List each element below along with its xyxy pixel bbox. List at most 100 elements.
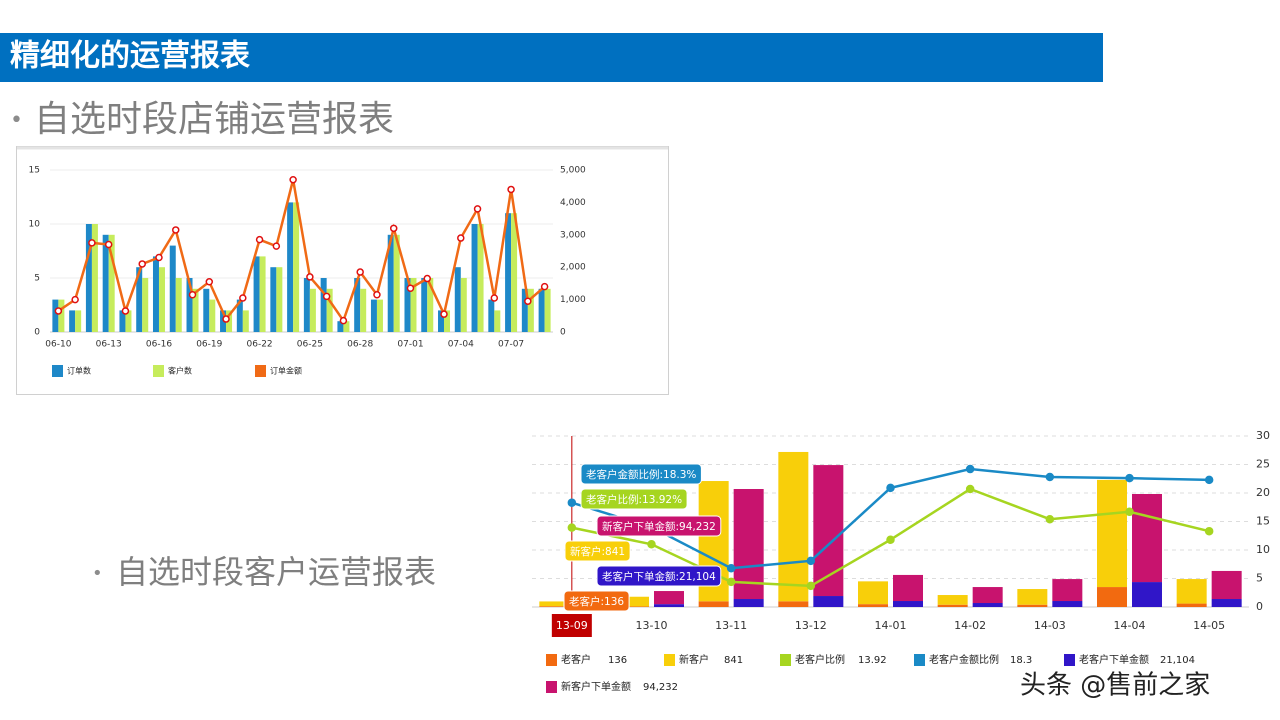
point	[1125, 507, 1134, 517]
point	[965, 484, 975, 494]
bar	[778, 451, 809, 602]
point	[806, 556, 816, 566]
point	[406, 284, 415, 293]
legend-value: 136	[608, 655, 627, 666]
bar	[1097, 479, 1127, 588]
point	[507, 185, 515, 194]
legend-label: 客户数	[168, 366, 192, 376]
tooltip-text: 新客户下单金额:94,232	[602, 520, 716, 533]
bar	[893, 601, 923, 607]
bar	[1052, 579, 1083, 602]
y-tick-label: 20	[1256, 486, 1270, 499]
bar	[1132, 493, 1162, 583]
x-tick-label: 13-11	[715, 619, 747, 632]
y-tick-label: 3,000	[560, 230, 586, 240]
bullet-dot: •	[92, 563, 103, 584]
bar	[1211, 599, 1242, 607]
line	[57, 179, 546, 324]
chart-frame	[16, 146, 669, 395]
tooltip-text: 老客户金额比例:18.3%	[586, 468, 696, 481]
bar	[326, 288, 333, 332]
bar	[460, 278, 467, 332]
bar	[203, 288, 210, 332]
bar	[972, 603, 1003, 607]
bar	[733, 599, 764, 607]
tooltip-box	[596, 565, 722, 587]
bar	[276, 267, 283, 332]
bar	[108, 234, 115, 332]
x-tick-label: 06-13	[96, 340, 122, 350]
point	[255, 235, 264, 244]
point	[104, 240, 113, 249]
y-tick-label: 1,000	[560, 295, 586, 305]
tooltip-box	[580, 463, 702, 485]
legend-label: 订单金额	[270, 366, 302, 376]
bar	[169, 245, 176, 332]
legend-swatch	[546, 681, 557, 693]
bar	[91, 224, 98, 332]
point	[1204, 526, 1214, 536]
x-tick-label: 13-09	[556, 619, 588, 632]
legend-swatch	[1064, 654, 1075, 666]
bar	[858, 604, 888, 607]
x-tick-label: 07-01	[397, 340, 423, 350]
bar	[654, 591, 684, 605]
y-tick-label: 30	[1256, 429, 1270, 442]
point	[1045, 514, 1055, 524]
point	[965, 464, 975, 474]
bar	[527, 288, 534, 332]
point	[272, 242, 281, 250]
point	[205, 278, 214, 286]
header-bar	[0, 33, 1103, 82]
point	[389, 224, 398, 233]
bar	[619, 596, 649, 607]
point	[138, 260, 146, 268]
bar	[387, 234, 394, 332]
point	[726, 577, 736, 587]
selected-category	[551, 614, 592, 637]
tooltip-box	[564, 540, 631, 562]
y-tick-label: 0	[34, 328, 40, 338]
bar	[937, 595, 968, 605]
bar	[102, 234, 109, 332]
legend-value: 21,104	[1160, 655, 1195, 666]
bullet-dot: •	[10, 108, 23, 133]
bar	[393, 234, 400, 332]
legend-value: 18.3	[1010, 655, 1032, 666]
point	[1045, 472, 1055, 482]
bar	[444, 310, 451, 332]
legend-swatch	[52, 365, 63, 377]
bar	[438, 310, 445, 332]
legend-label: 订单数	[67, 366, 91, 376]
bar	[404, 278, 411, 332]
bar	[343, 321, 350, 332]
y-tick-label: 5	[1256, 572, 1263, 585]
legend-label: 新客户	[679, 653, 709, 666]
bar	[52, 299, 59, 332]
point	[356, 268, 364, 276]
point	[886, 535, 895, 544]
y-tick-label: 0	[1256, 600, 1263, 613]
y-tick-label: 10	[29, 220, 41, 230]
bar	[858, 581, 888, 605]
point	[306, 273, 314, 281]
y-tick-label: 4,000	[560, 198, 586, 208]
point	[239, 294, 247, 302]
y-tick-label: 2,000	[560, 263, 586, 273]
y-tick-label: 10	[1256, 543, 1270, 556]
tooltip-box	[563, 590, 630, 612]
legend-swatch	[153, 365, 164, 377]
bar	[893, 574, 923, 602]
tooltip-text: 老客户比例:13.92%	[586, 493, 682, 506]
point	[222, 315, 230, 323]
point	[172, 226, 180, 234]
bullet: 自选时段店铺运营报表	[34, 99, 394, 140]
bar	[1017, 589, 1048, 605]
point	[1125, 473, 1134, 483]
point	[806, 581, 816, 591]
bar	[421, 278, 428, 332]
bar	[370, 299, 377, 332]
bar	[125, 310, 132, 332]
bar	[320, 278, 327, 332]
bar	[937, 604, 968, 607]
